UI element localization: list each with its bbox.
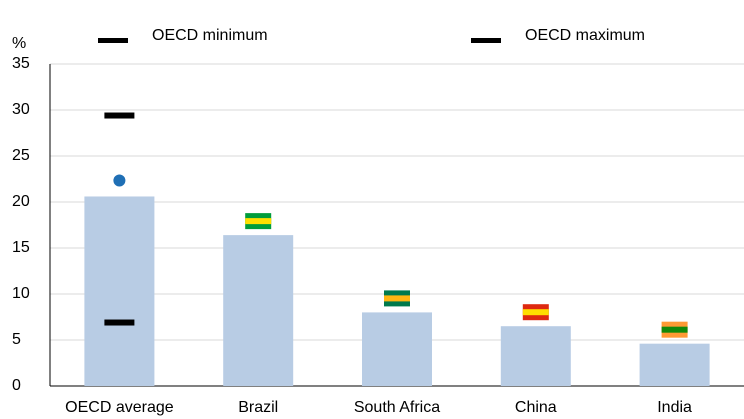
bar [500,326,571,386]
x-tick-label: OECD average [65,399,174,416]
bar [639,343,710,386]
legend-marker [471,38,501,43]
legend-box [50,18,744,62]
y-tick-label: 10 [12,285,30,302]
y-tick-label: 0 [12,377,21,394]
x-tick-label: Brazil [238,399,278,416]
y-tick-label: 5 [12,331,21,348]
y-tick-label: 15 [12,239,30,256]
y-axis-label: % [12,35,26,52]
flag-detail [522,309,549,316]
legend-marker [98,38,128,43]
legend-label: OECD maximum [525,27,645,44]
x-tick-label: China [515,399,557,416]
bar [223,235,294,386]
y-tick-label: 30 [12,101,30,118]
bar [84,196,155,386]
marker [104,112,135,119]
legend-label: OECD minimum [152,27,268,44]
bar [362,312,432,386]
marker [104,319,135,326]
flag-detail [245,218,272,225]
x-tick-label: India [657,399,692,416]
oecd-logo [113,174,126,187]
flag-detail [384,295,410,302]
y-tick-label: 20 [12,193,30,210]
flag-detail [661,326,688,333]
x-tick-label: South Africa [354,399,440,416]
y-tick-label: 25 [12,147,30,164]
y-tick-label: 35 [12,55,30,72]
